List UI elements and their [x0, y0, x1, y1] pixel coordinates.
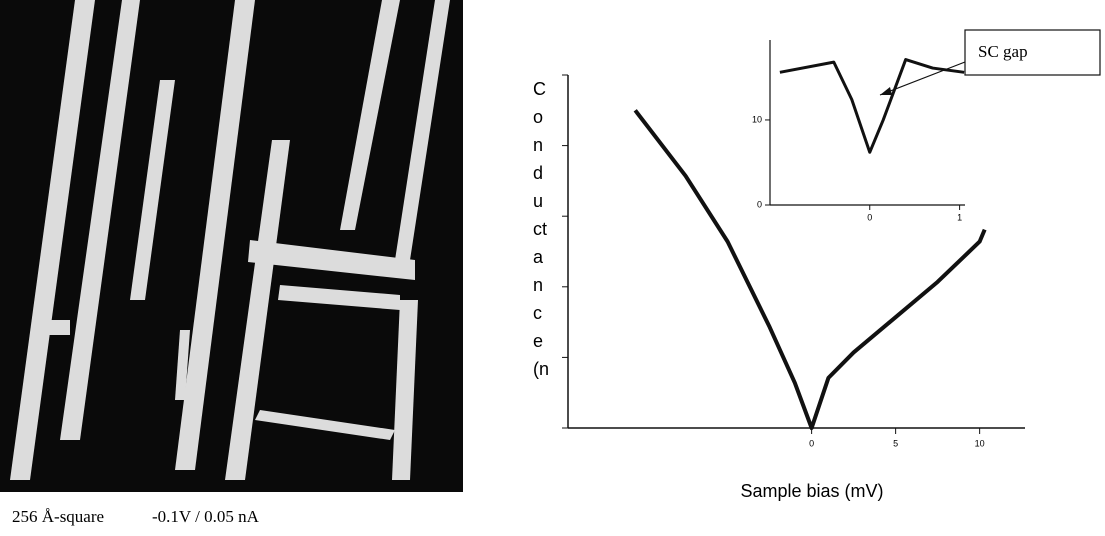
y-axis-label: o — [533, 107, 543, 127]
annotation-box — [964, 29, 1101, 76]
y-axis-label: ct — [533, 219, 547, 239]
x-tick-label: 10 — [975, 438, 985, 448]
y-axis-label: a — [533, 247, 544, 267]
y-axis-label: d — [533, 163, 543, 183]
y-axis-label: (n — [533, 359, 549, 379]
x-tick-label: 0 — [809, 438, 814, 448]
curve — [633, 109, 987, 430]
inset-y-tick-label: 0 — [757, 199, 762, 209]
y-axis-label: C — [533, 79, 546, 99]
y-axis-label: n — [533, 135, 543, 155]
image-caption: -0.1V / 0.05 nA — [152, 507, 260, 526]
x-tick-label: 5 — [893, 438, 898, 448]
y-axis-label: e — [533, 331, 543, 351]
image-caption: 256 Å-square — [12, 507, 104, 526]
inset-y-tick-label: 10 — [752, 114, 762, 124]
y-axis-label: c — [533, 303, 542, 323]
inset-x-tick-label: 0 — [867, 212, 872, 222]
y-axis-label: n — [533, 275, 543, 295]
x-axis-label: Sample bias (mV) — [740, 481, 883, 501]
stm-image: 256 Å-square -0.1V / 0.05 nA — [0, 0, 463, 526]
curve — [779, 58, 965, 154]
arrow-head — [880, 87, 892, 95]
annotation: SC gap — [978, 42, 1028, 61]
inset-x-tick-label: 1 — [957, 212, 962, 222]
y-axis-label: u — [533, 191, 543, 211]
inset-background — [770, 40, 965, 205]
